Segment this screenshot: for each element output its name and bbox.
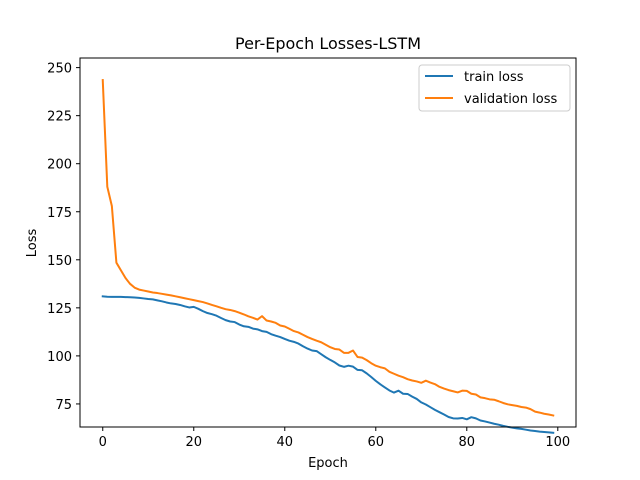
legend: train loss validation loss — [418, 64, 571, 112]
y-tick-label: 225 — [47, 110, 72, 125]
series-layer — [101, 79, 555, 434]
y-tick-label: 175 — [47, 206, 72, 221]
x-axis-label: Epoch — [308, 456, 348, 471]
legend-label-validation-loss: validation loss — [464, 92, 557, 107]
y-tick-label: 150 — [47, 254, 72, 269]
x-tick-label: 20 — [185, 435, 202, 450]
series-line-validation-loss — [101, 79, 555, 417]
x-tick-label: 80 — [459, 435, 476, 450]
y-axis: 75 100 125 150 175 200 225 250 — [47, 62, 80, 413]
x-tick-label: 0 — [99, 435, 107, 450]
series-line-train-loss — [101, 295, 555, 434]
y-tick-label: 250 — [47, 62, 72, 77]
legend-label-train-loss: train loss — [464, 70, 524, 85]
legend-box — [418, 64, 571, 112]
chart-title: Per-Epoch Losses-LSTM — [235, 34, 421, 53]
x-axis: 0 20 40 60 80 100 — [99, 427, 570, 450]
y-tick-label: 75 — [55, 398, 72, 413]
plot-frame — [79, 57, 577, 428]
y-tick-label: 125 — [47, 302, 72, 317]
x-tick-label: 100 — [545, 435, 570, 450]
y-axis-label: Loss — [25, 229, 40, 258]
x-tick-label: 40 — [276, 435, 293, 450]
y-tick-label: 200 — [47, 158, 72, 173]
x-tick-label: 60 — [368, 435, 385, 450]
y-tick-label: 100 — [47, 350, 72, 365]
